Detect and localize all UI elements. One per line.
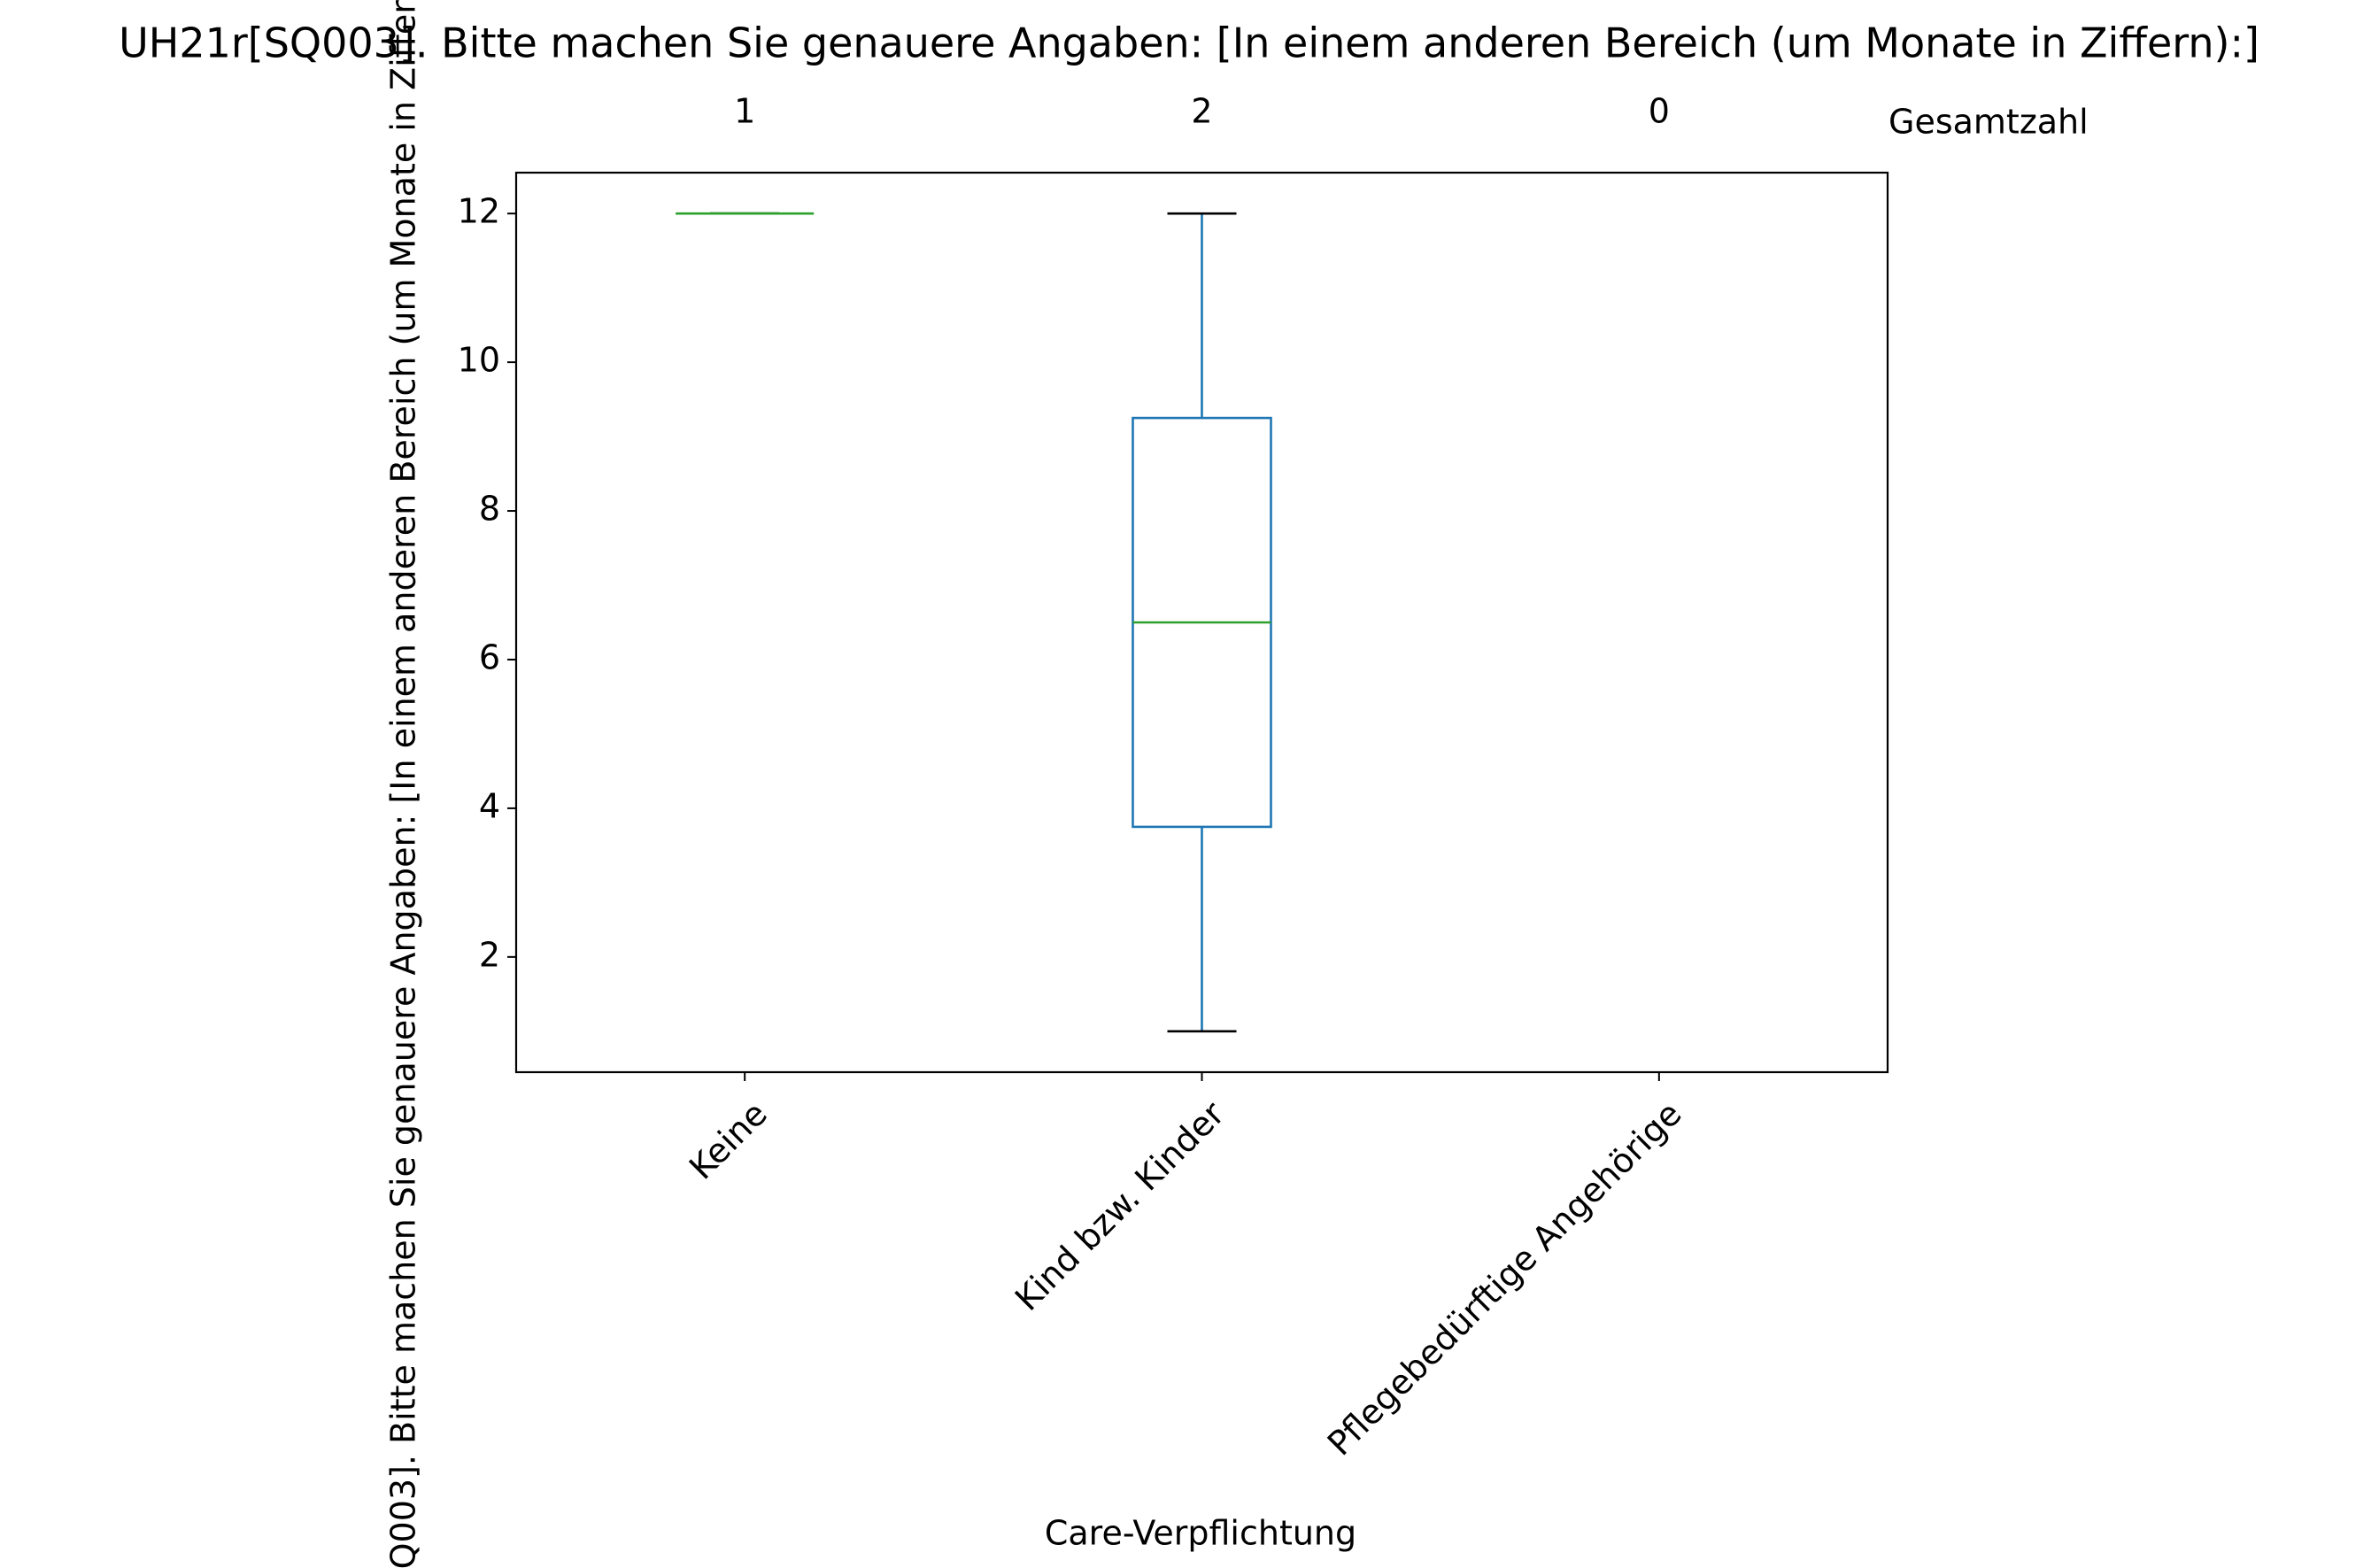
- y-tick-label: 6: [479, 637, 500, 676]
- y-tick-label: 4: [479, 786, 500, 825]
- y-tick-label: 12: [458, 192, 500, 231]
- x-axis-label: Care-Verpflichtung: [1045, 1514, 1356, 1553]
- y-tick-label: 2: [479, 935, 500, 974]
- y-axis-label: UH21r[SQ003]. Bitte machen Sie genauere …: [384, 0, 423, 1568]
- y-tick-label: 8: [479, 490, 500, 529]
- plot-frame: [514, 171, 1889, 1074]
- y-tick-label: 10: [458, 341, 500, 380]
- count-label: 0: [1649, 92, 1670, 131]
- count-label: 2: [1191, 92, 1212, 131]
- count-label: 1: [734, 92, 755, 131]
- counts-label: Gesamtzahl: [1889, 103, 2089, 142]
- chart-title: UH21r[SQ003]. Bitte machen Sie genauere …: [119, 19, 2259, 67]
